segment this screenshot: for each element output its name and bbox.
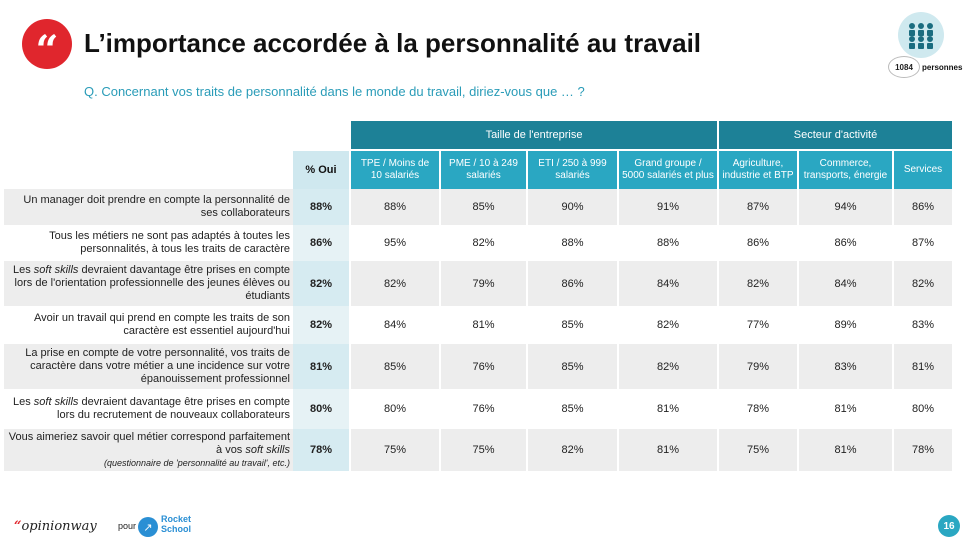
value-cell: 85%: [526, 389, 617, 429]
value-cell: 88%: [617, 225, 717, 261]
value-cell: 85%: [526, 306, 617, 344]
value-cell: 82%: [892, 261, 953, 306]
value-cell: 84%: [617, 261, 717, 306]
value-cell: 84%: [349, 306, 439, 344]
value-cell: 88%: [526, 225, 617, 261]
value-cell: 75%: [717, 429, 797, 471]
total-value-cell: 81%: [293, 344, 349, 389]
quote-icon: “: [22, 19, 72, 71]
value-cell: 81%: [892, 344, 953, 389]
empty-header-cell: [293, 121, 349, 149]
row-statement: La prise en compte de votre personnalité…: [4, 344, 293, 389]
value-cell: 82%: [349, 261, 439, 306]
value-cell: 82%: [617, 306, 717, 344]
value-cell: 81%: [617, 429, 717, 471]
value-cell: 82%: [439, 225, 526, 261]
value-cell: 75%: [439, 429, 526, 471]
table-row: Les soft skills devraient davantage être…: [4, 261, 953, 306]
value-cell: 78%: [892, 429, 953, 471]
total-value-cell: 86%: [293, 225, 349, 261]
value-cell: 82%: [526, 429, 617, 471]
results-table: Taille de l'entreprise Secteur d'activit…: [4, 121, 953, 471]
value-cell: 76%: [439, 344, 526, 389]
value-cell: 83%: [892, 306, 952, 344]
column-header-row: % Oui TPE / Moins de 10 salariés PME / 1…: [4, 149, 953, 189]
value-cell: 82%: [617, 344, 717, 389]
value-cell: 75%: [349, 429, 439, 471]
value-cell: 84%: [797, 261, 892, 306]
column-header-eti: ETI / 250 à 999 salariés: [526, 149, 617, 189]
value-cell: 86%: [892, 189, 953, 225]
value-cell: 86%: [526, 261, 617, 306]
value-cell: 90%: [526, 189, 617, 225]
value-cell: 85%: [526, 344, 617, 389]
value-cell: 80%: [349, 389, 439, 429]
sample-size-count: 1084: [888, 56, 920, 78]
people-group-icon: [898, 12, 944, 58]
sample-size-badge: 1084 personnes: [888, 12, 963, 78]
page-number: 16: [938, 515, 960, 537]
value-cell: 79%: [717, 344, 797, 389]
value-cell: 77%: [717, 306, 797, 344]
page-title: L’importance accordée à la personnalité …: [84, 28, 702, 58]
row-statement: Les soft skills devraient davantage être…: [13, 396, 290, 421]
row-statement: Avoir un travail qui prend en compte les…: [34, 312, 290, 337]
value-cell: 87%: [717, 189, 797, 225]
value-cell: 81%: [439, 306, 526, 344]
value-cell: 95%: [349, 225, 439, 261]
column-header-grand-groupe: Grand groupe / 5000 salariés et plus: [617, 149, 717, 189]
value-cell: 78%: [717, 389, 797, 429]
empty-header-cell: [4, 149, 293, 189]
column-header-tpe: TPE / Moins de 10 salariés: [349, 149, 439, 189]
total-value-cell: 78%: [293, 429, 349, 471]
opinionway-logo: “opinionway: [14, 519, 97, 534]
value-cell: 86%: [717, 225, 797, 261]
rocket-icon: ↗: [138, 517, 158, 537]
group-header-sector: Secteur d'activité: [717, 121, 953, 149]
value-cell: 79%: [439, 261, 526, 306]
column-header-pme: PME / 10 à 249 salariés: [439, 149, 526, 189]
value-cell: 86%: [797, 225, 892, 261]
table-row: Un manager doit prendre en compte la per…: [4, 189, 953, 225]
table-row: Vous aimeriez savoir quel métier corresp…: [4, 429, 953, 471]
row-statement: Les soft skills devraient davantage être…: [4, 261, 293, 306]
total-value-cell: 82%: [293, 261, 349, 306]
total-value-cell: 82%: [293, 306, 349, 344]
row-statement: Un manager doit prendre en compte la per…: [4, 189, 293, 225]
value-cell: 89%: [797, 306, 892, 344]
total-value-cell: 80%: [293, 389, 349, 429]
value-cell: 88%: [349, 189, 439, 225]
value-cell: 85%: [439, 189, 526, 225]
table-row: Avoir un travail qui prend en compte les…: [4, 306, 952, 344]
column-header-services: Services: [892, 149, 953, 189]
value-cell: 85%: [349, 344, 439, 389]
table-row: Tous les métiers ne sont pas adaptés à t…: [4, 225, 952, 261]
group-header-company-size: Taille de l'entreprise: [349, 121, 717, 149]
value-cell: 76%: [439, 389, 526, 429]
value-cell: 81%: [797, 429, 892, 471]
column-header-total: % Oui: [293, 149, 349, 189]
survey-question: Q. Concernant vos traits de personnalité…: [84, 84, 585, 99]
table-row: Les soft skills devraient davantage être…: [4, 389, 952, 429]
group-header-row: Taille de l'entreprise Secteur d'activit…: [4, 121, 953, 149]
value-cell: 87%: [892, 225, 952, 261]
table-row: La prise en compte de votre personnalité…: [4, 344, 953, 389]
row-statement: Tous les métiers ne sont pas adaptés à t…: [49, 230, 290, 255]
column-header-commerce: Commerce, transports, énergie: [797, 149, 892, 189]
value-cell: 81%: [797, 389, 892, 429]
sample-size-label: personnes: [922, 63, 963, 72]
total-value-cell: 88%: [293, 189, 349, 225]
row-statement: Vous aimeriez savoir quel métier corresp…: [4, 429, 293, 471]
rocket-school-logo: Rocket School: [161, 514, 192, 534]
value-cell: 83%: [797, 344, 892, 389]
footer-pour-text: pour: [118, 521, 137, 531]
value-cell: 82%: [717, 261, 797, 306]
value-cell: 80%: [892, 389, 952, 429]
column-header-agriculture: Agriculture, industrie et BTP: [717, 149, 797, 189]
value-cell: 91%: [617, 189, 717, 225]
value-cell: 94%: [797, 189, 892, 225]
empty-header-cell: [4, 121, 293, 149]
value-cell: 81%: [617, 389, 717, 429]
